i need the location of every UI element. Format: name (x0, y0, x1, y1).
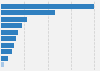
Bar (1, 4, 94, 9)
Bar (1, 30, 18, 35)
Bar (1, 49, 12, 54)
Bar (1, 17, 27, 22)
Bar (1, 62, 4, 67)
Bar (1, 36, 16, 41)
Bar (1, 23, 22, 28)
Bar (1, 10, 55, 15)
Bar (1, 43, 14, 48)
Bar (1, 56, 8, 61)
